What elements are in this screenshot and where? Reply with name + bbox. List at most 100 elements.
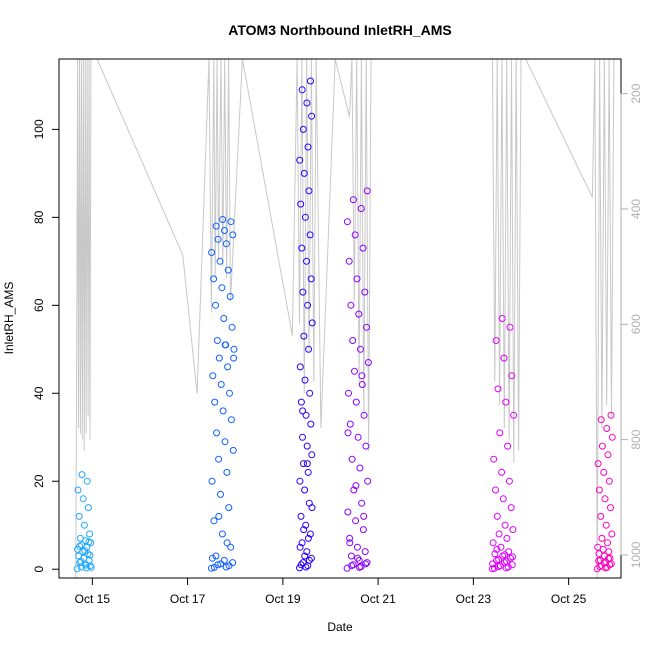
series-3-point-34	[359, 244, 367, 252]
series-4-point-23	[504, 442, 512, 450]
series-4-point-12	[503, 534, 511, 542]
series-4-point-33	[490, 564, 498, 572]
series-2-point-36	[296, 156, 304, 164]
series-1-point-35	[216, 257, 224, 265]
series-1-point-7	[218, 530, 226, 538]
right-axis: 200 400 600 800 1000	[620, 83, 643, 568]
series-4-point-28	[508, 372, 516, 380]
series-5-point-15	[602, 521, 610, 529]
series-1-point-44	[210, 563, 218, 571]
series-3-point-18	[354, 433, 362, 441]
series-3-point-6	[361, 548, 369, 556]
series-3-point-39	[363, 187, 371, 195]
series-3-point-12	[358, 499, 366, 507]
series-2-point-4	[303, 548, 311, 556]
series-0-point-31	[85, 538, 93, 546]
series-3-point-13	[350, 486, 358, 494]
series-4-point-31	[506, 323, 514, 331]
series-5-point-24	[598, 442, 606, 450]
x-tick-label: Oct 17	[170, 592, 206, 606]
series-0-point-5	[76, 559, 84, 567]
chart-title: ATOM3 Northbound InletRH_AMS	[228, 22, 451, 38]
y-axis-label: InletRH_AMS	[2, 282, 16, 355]
series-1-point-34	[224, 266, 232, 274]
series-0-point-13	[78, 541, 86, 549]
series-1-point-20	[226, 389, 233, 397]
series-4-point-36	[489, 560, 497, 568]
series-4-point-30	[492, 337, 500, 344]
series-1-point-23	[224, 363, 232, 371]
series-4-point-40	[501, 551, 509, 559]
right-tick-label: 200	[629, 83, 643, 103]
series-2-point-35	[300, 169, 308, 177]
series-1-point-37	[222, 240, 230, 248]
series-5-point-26	[603, 425, 611, 432]
series-4-point-20	[505, 477, 513, 485]
series-3-point-42	[362, 560, 369, 568]
series-2-point-41	[298, 86, 306, 94]
series-1-point-42	[227, 218, 235, 226]
series-1-point-45	[225, 562, 233, 570]
series-5-point-13	[598, 534, 606, 542]
series-4-point-29	[500, 354, 508, 362]
series-1-point-47	[208, 554, 216, 562]
series-3-point-8	[346, 534, 354, 542]
series-2-point-37	[304, 143, 312, 151]
series-0-point-28	[86, 551, 94, 559]
series-3-point-20	[360, 411, 368, 419]
series-1-point-46	[217, 560, 225, 568]
series-3-point-23	[358, 381, 366, 388]
series-3-point-21	[352, 398, 360, 406]
right-tick-label: 1000	[629, 541, 643, 568]
series-2-point-13	[300, 460, 307, 468]
plot-frame	[58, 58, 622, 579]
series-3-point-30	[347, 301, 355, 309]
series-2-point-18	[302, 411, 310, 419]
series-2-point-10	[301, 486, 309, 494]
right-tick-label: 400	[629, 199, 643, 219]
right-tick-label: 600	[629, 314, 643, 334]
series-5-point-17	[607, 504, 614, 512]
series-4-point-17	[507, 504, 515, 512]
series-1-point-33	[210, 275, 218, 283]
series-3-point-11	[344, 508, 352, 516]
series-3-point-46	[352, 482, 360, 490]
series-3-point-48	[358, 372, 366, 380]
y-tick-label: 100	[32, 119, 46, 139]
series-3-point-44	[346, 539, 354, 547]
series-3-point-36	[343, 218, 351, 226]
series-3-point-27	[349, 337, 357, 344]
series-3-point-25	[364, 359, 372, 366]
series-2-point-44	[297, 561, 305, 569]
series-2-point-47	[296, 543, 304, 551]
series-0-point-1	[82, 564, 90, 572]
series-2-point-29	[303, 257, 310, 265]
series-5-point-34	[605, 555, 612, 563]
series-3-point-40	[355, 563, 363, 571]
series-3-point-37	[357, 205, 365, 212]
series-4-point-8	[491, 550, 499, 558]
series-5-point-25	[608, 433, 616, 441]
series-0-point-26	[82, 561, 90, 569]
series-0-point-30	[76, 542, 84, 550]
series-1-point-13	[215, 455, 223, 463]
series-5-point-23	[604, 451, 612, 459]
series-4-point-18	[499, 495, 507, 503]
series-0-point-17	[86, 530, 94, 538]
series-1-point-19	[211, 398, 219, 406]
series-3-point-35	[351, 231, 359, 239]
series-2-point-28	[307, 275, 315, 283]
series-5-point-21	[600, 468, 608, 476]
series-1-point-15	[221, 438, 229, 446]
data-points	[73, 77, 616, 573]
series-3-point-33	[345, 257, 353, 265]
series-2-point-5	[298, 539, 306, 547]
series-2-point-17	[307, 420, 315, 428]
series-1-point-14	[229, 446, 237, 454]
series-2-point-51	[303, 460, 311, 468]
series-3-point-0	[343, 564, 351, 572]
series-3-point-19	[346, 420, 354, 428]
series-4-point-32	[498, 315, 506, 322]
series-2-point-26	[304, 301, 312, 309]
series-5-point-16	[597, 512, 605, 520]
